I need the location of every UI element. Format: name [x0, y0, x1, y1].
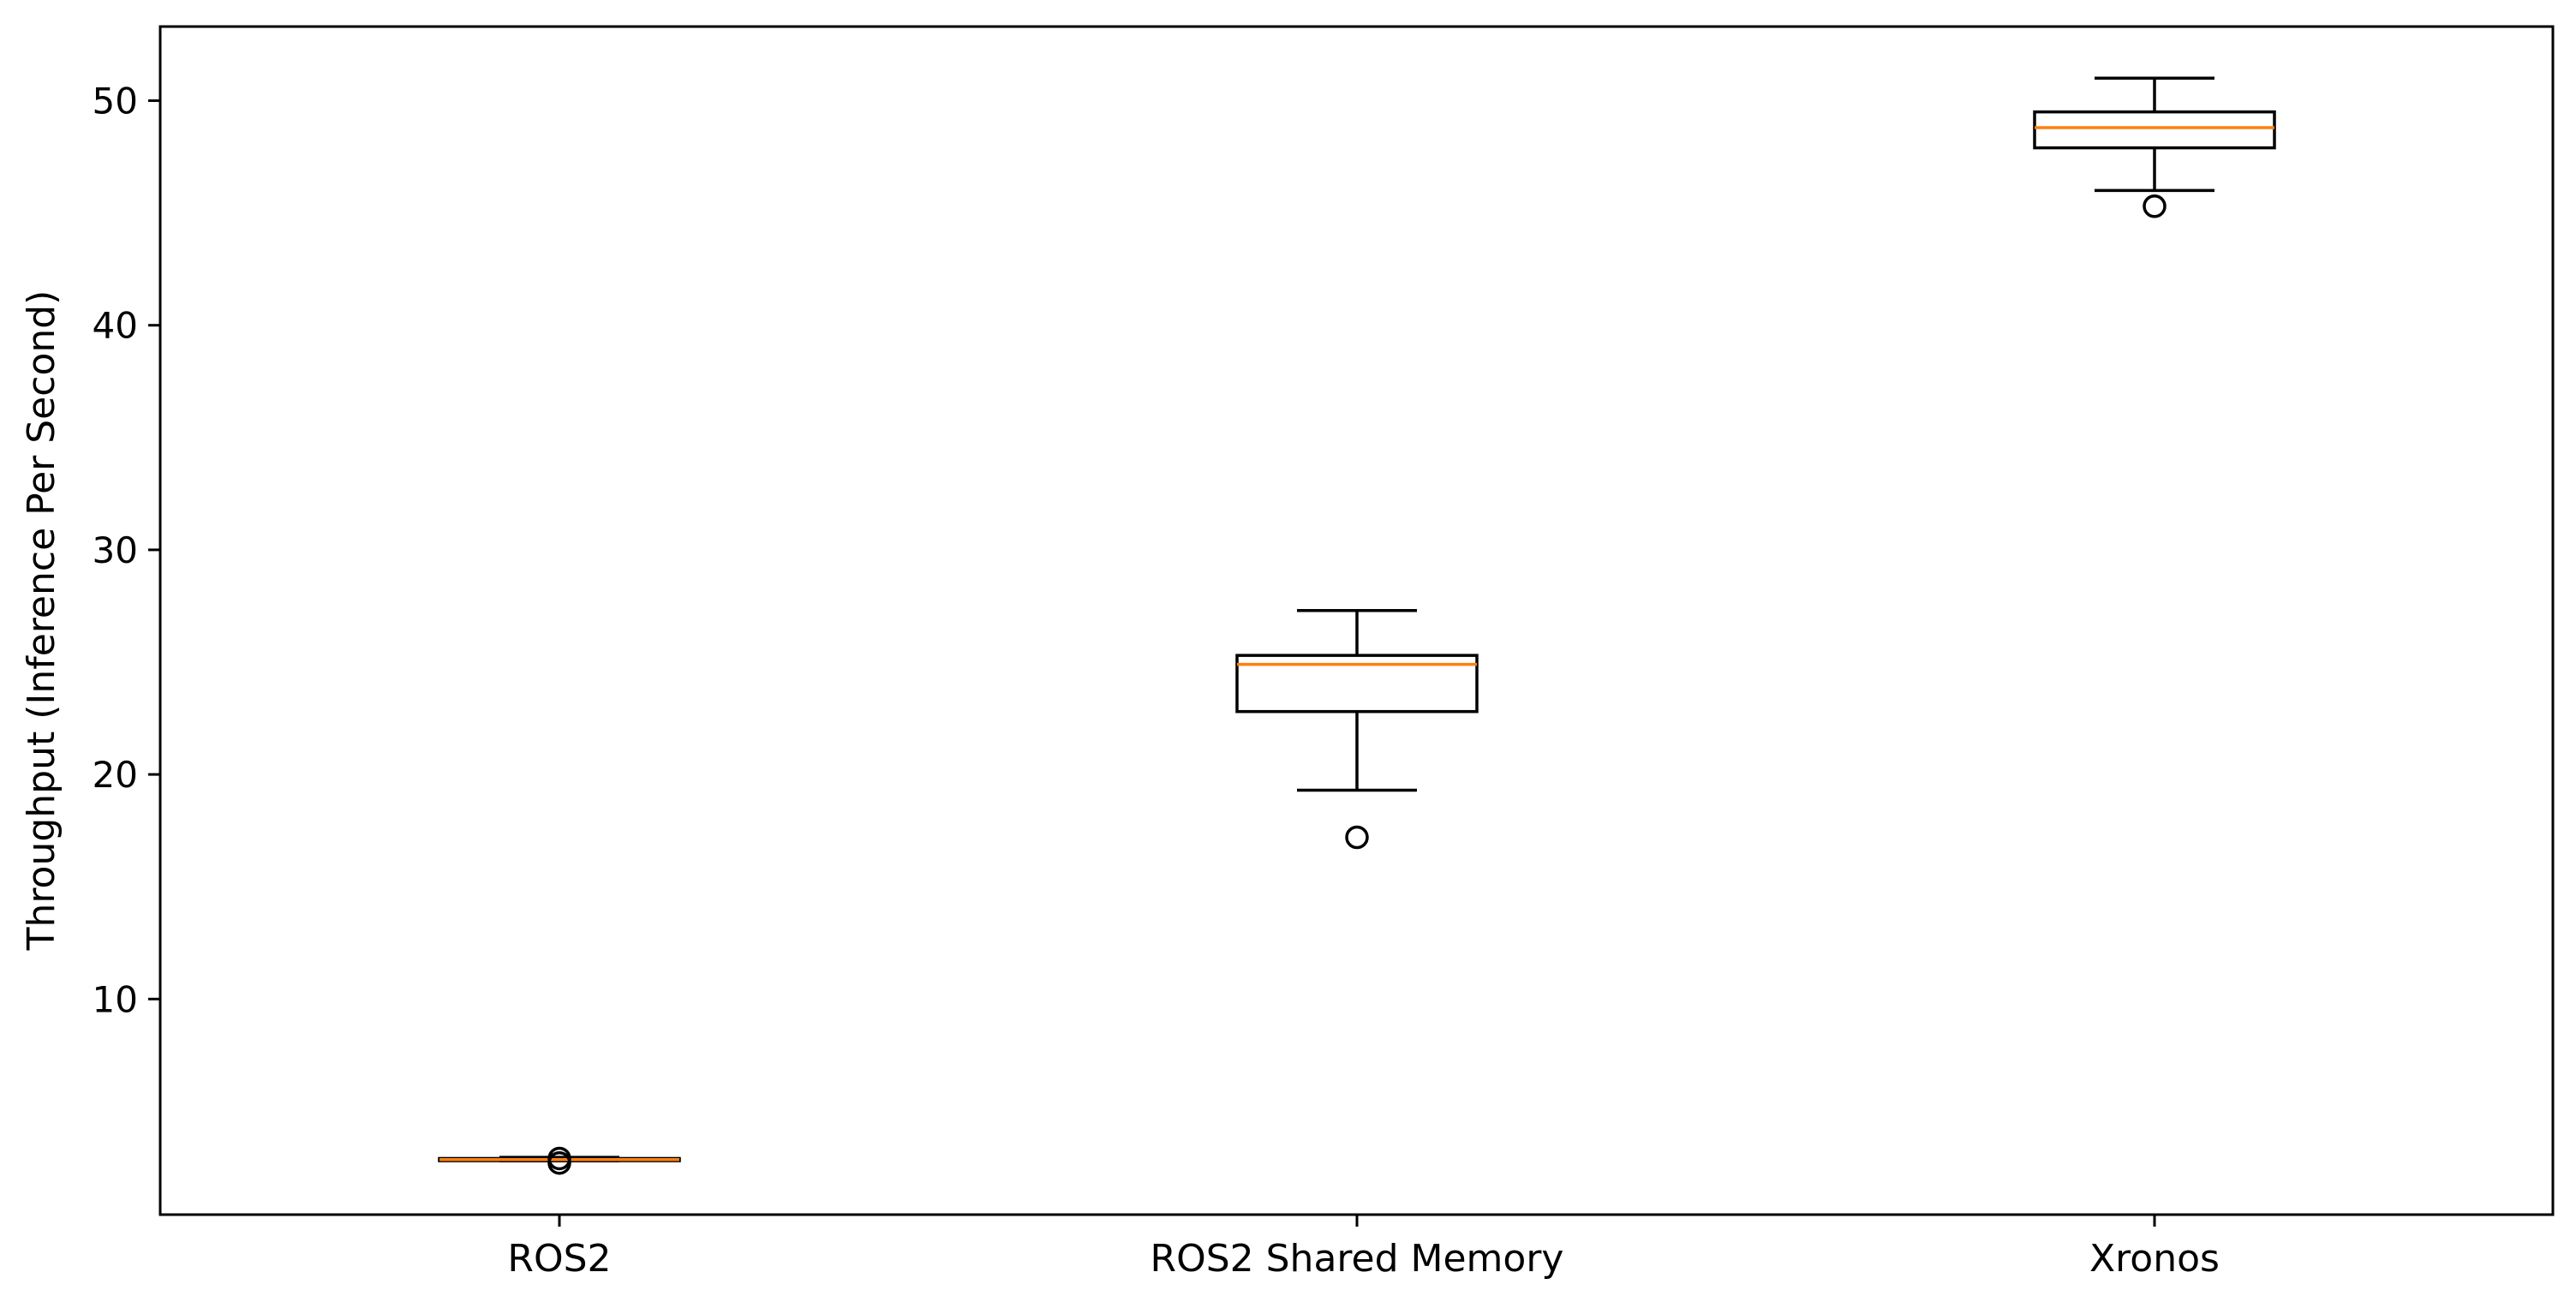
- box-group-xronos: [2033, 76, 2276, 218]
- box-group-ros2: [438, 1146, 681, 1175]
- outlier-point: [547, 1146, 571, 1171]
- y-tick-label: 50: [93, 81, 138, 122]
- outlier-point: [1345, 825, 1369, 850]
- plot-area: [438, 76, 2276, 1175]
- y-axis-label: Throughput (Inference Per Second): [20, 290, 63, 952]
- y-axis: 10 20 30 40 50: [93, 81, 160, 1020]
- outlier-point: [2143, 194, 2167, 218]
- box-iqr: [2033, 110, 2276, 150]
- x-tick-label: ROS2: [507, 1237, 611, 1281]
- y-tick-label: 20: [93, 754, 138, 796]
- y-tick-label: 40: [93, 305, 138, 347]
- box-group-ros2-shared-memory: [1235, 608, 1479, 850]
- y-tick-label: 10: [93, 978, 138, 1020]
- y-tick-label: 30: [93, 529, 138, 571]
- box-iqr: [1235, 654, 1479, 714]
- x-tick-label: ROS2 Shared Memory: [1151, 1237, 1564, 1281]
- x-tick-label: Xronos: [2089, 1237, 2220, 1281]
- x-axis: ROS2 ROS2 Shared Memory Xronos: [507, 1215, 2220, 1281]
